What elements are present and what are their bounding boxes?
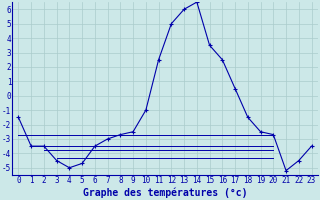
X-axis label: Graphe des températures (°c): Graphe des températures (°c) [83,187,247,198]
